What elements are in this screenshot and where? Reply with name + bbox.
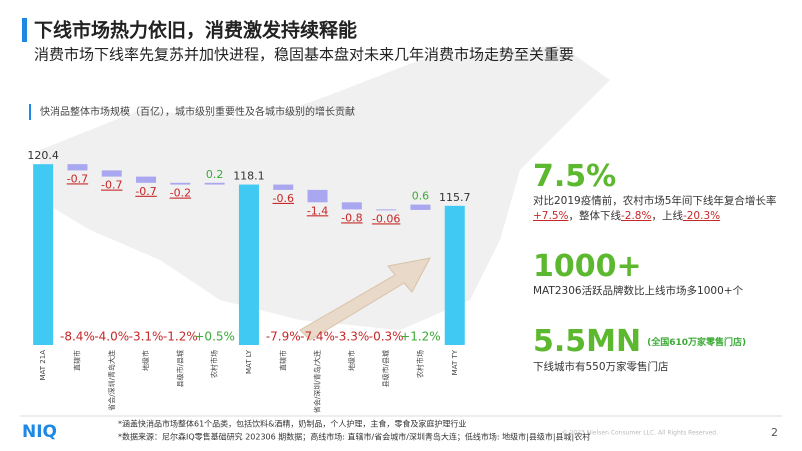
value-label: 118.1 <box>233 170 265 183</box>
value-label: 0.6 <box>412 190 430 203</box>
bar <box>204 182 225 185</box>
page-number: 2 <box>771 426 778 439</box>
growth-label: -7.9% <box>266 330 301 344</box>
value-label: 0.2 <box>206 168 224 181</box>
x-tick-label: MAT LY <box>245 349 253 374</box>
growth-label: -3.1% <box>129 330 164 344</box>
bar <box>444 205 465 345</box>
description-text: 对比2019疫情前，农村市场5年间下线年复合增长率 <box>533 195 777 207</box>
value-label: -0.6 <box>273 192 294 205</box>
growth-label: +1.2% <box>400 330 441 344</box>
x-tick-label: MAT TY <box>451 349 459 375</box>
stat-value: 1000+ <box>533 249 642 284</box>
x-tick-label: 直辖市 <box>278 350 287 371</box>
stat: 7.5% 对比2019疫情前，农村市场5年间下线年复合增长率+7.5%，整体下线-… <box>533 160 783 224</box>
x-tick-label: 农村市场 <box>210 350 219 378</box>
x-tick-label: 省会/深圳/青岛大连 <box>107 350 116 411</box>
description-text: +7.5% <box>533 210 569 222</box>
x-tick-label: 省会/深圳/青岛/大连 <box>313 350 322 413</box>
arrow <box>299 257 431 341</box>
chart-caption: 快消品整体市场规模（百亿），城市级别重要性及各城市级别的增长贡献 <box>40 105 355 118</box>
value-label: -0.8 <box>341 211 362 224</box>
value-label: 115.7 <box>439 191 471 204</box>
x-tick-label: 县级市/县城 <box>175 350 184 387</box>
footer-note: *数据来源：尼尔森IQ零售基础研究 202306 期数据；高线市场: 直辖市/省… <box>118 432 590 442</box>
growth-label: -1.2% <box>163 330 198 344</box>
value-label: -0.7 <box>101 179 122 192</box>
bar <box>33 164 54 345</box>
growth-label: -0.3% <box>369 330 404 344</box>
stat-description: MAT2306活跃品牌数比上线市场多1000+个 <box>533 284 783 299</box>
x-tick-label: 农村市场 <box>415 350 424 378</box>
value-label: -0.06 <box>372 212 400 225</box>
footer-note: *涵盖快消品市场整体61个品类，包括饮料&酒精，奶制品，个人护理，主食，零食及家… <box>118 419 466 429</box>
stat-description: 下线城市有550万家零售门店 <box>533 360 783 375</box>
bar <box>341 202 362 210</box>
description-text: MAT2306活跃品牌数比上线市场多1000+个 <box>533 285 744 297</box>
x-tick-label: 县级市/县城 <box>381 350 390 387</box>
stat-value-row: 7.5% <box>533 160 783 194</box>
growth-label: -7.4% <box>300 330 335 344</box>
stat-value: 5.5MN <box>533 324 642 359</box>
growth-label: -3.3% <box>334 330 369 344</box>
x-tick-label: 直辖市 <box>72 350 81 371</box>
subtitle: 消费市场下线率先复苏并加快进程，稳固基本盘对未来几年消费市场走势至关重要 <box>34 46 574 64</box>
bar <box>67 164 88 171</box>
bar <box>170 182 191 185</box>
x-tick-label: 地级市 <box>141 350 150 371</box>
value-label: -0.7 <box>135 185 156 198</box>
title: 下线市场热力依旧，消费激发持续释能 <box>34 19 357 42</box>
bar <box>273 184 294 190</box>
growth-label: +0.5% <box>194 330 235 344</box>
stat: 1000+ MAT2306活跃品牌数比上线市场多1000+个 <box>533 250 783 299</box>
value-label: -0.7 <box>67 172 88 185</box>
stat-value-row: 1000+ <box>533 250 783 284</box>
stat-value: 7.5% <box>533 159 617 194</box>
copyright: © 2023 Nielsen Consumer LLC. All Rights … <box>562 430 718 437</box>
value-label: -0.2 <box>170 187 191 200</box>
bar <box>101 170 122 177</box>
stat-description: 对比2019疫情前，农村市场5年间下线年复合增长率 +7.5%，整体下线-2.8%… <box>533 194 783 224</box>
value-label: 120.4 <box>27 149 59 162</box>
description-text: ，整体下线 <box>568 210 621 222</box>
bar <box>238 184 259 345</box>
bar <box>307 189 328 203</box>
bar <box>410 204 431 210</box>
x-tick-label: 地级市 <box>347 350 356 371</box>
bar <box>376 209 397 211</box>
growth-label: -8.4% <box>60 330 95 344</box>
description-text: -20.3% <box>682 210 721 222</box>
value-label: -1.4 <box>307 204 328 217</box>
logo: NIQ <box>22 422 57 442</box>
x-tick-label: MAT 21A <box>39 350 47 381</box>
stat-value-row: 5.5MN (全国610万家零售门店) <box>533 325 783 360</box>
title-bar <box>22 18 27 42</box>
description-text: -2.8% <box>620 210 652 222</box>
description-text: 下线城市有550万家零售门店 <box>533 360 669 373</box>
map-background <box>40 45 610 330</box>
bar <box>136 176 157 183</box>
description-text: ，上线 <box>651 210 683 222</box>
growth-label: -4.0% <box>94 330 129 344</box>
stat: 5.5MN (全国610万家零售门店) 下线城市有550万家零售门店 <box>533 325 783 375</box>
stat-note: (全国610万家零售门店) <box>647 337 747 348</box>
